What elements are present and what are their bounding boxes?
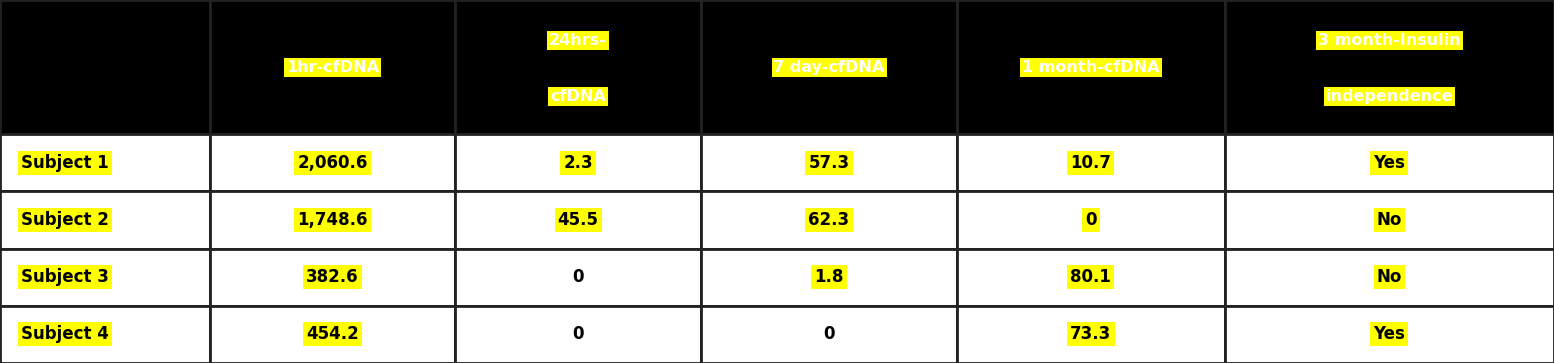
Bar [957,192,1225,249]
Bar [957,0,1225,134]
Text: 80.1: 80.1 [1071,268,1111,286]
Bar [210,192,455,249]
Text: 1hr-cfDNA: 1hr-cfDNA [286,60,379,75]
Bar [701,306,957,363]
Text: 1,748.6: 1,748.6 [297,211,368,229]
Bar [701,0,957,134]
Text: 0: 0 [1085,211,1097,229]
Bar [455,134,701,192]
Bar [701,249,957,306]
Text: cfDNA: cfDNA [550,89,606,104]
Text: 0: 0 [572,268,584,286]
Bar [210,306,455,363]
Text: 3 month-Insulin: 3 month-Insulin [1318,33,1461,48]
Text: 10.7: 10.7 [1071,154,1111,172]
Bar [1225,0,1554,134]
Text: Subject 1: Subject 1 [22,154,109,172]
Text: 57.3: 57.3 [808,154,850,172]
Text: 7 day-cfDNA: 7 day-cfDNA [774,60,884,75]
Text: 2,060.6: 2,060.6 [297,154,368,172]
Text: 62.3: 62.3 [808,211,850,229]
Text: 24hrs-: 24hrs- [549,33,608,48]
Bar [0,249,210,306]
Text: independence: independence [1326,89,1453,104]
Text: Subject 2: Subject 2 [22,211,109,229]
Bar [0,0,210,134]
Bar [455,249,701,306]
Bar [957,306,1225,363]
Bar [957,134,1225,192]
Text: 45.5: 45.5 [558,211,598,229]
Text: 1 month-cfDNA: 1 month-cfDNA [1023,60,1159,75]
Bar [0,134,210,192]
Text: No: No [1377,211,1402,229]
Text: 73.3: 73.3 [1071,325,1111,343]
Bar [455,192,701,249]
Text: Subject 4: Subject 4 [22,325,109,343]
Text: No: No [1377,268,1402,286]
Text: Yes: Yes [1374,154,1405,172]
Bar [0,306,210,363]
Bar [1225,192,1554,249]
Text: 2.3: 2.3 [563,154,594,172]
Text: Subject 3: Subject 3 [22,268,109,286]
Bar [701,192,957,249]
Text: 382.6: 382.6 [306,268,359,286]
Text: 1.8: 1.8 [814,268,844,286]
Bar [210,249,455,306]
Bar [210,134,455,192]
Bar [701,134,957,192]
Text: 454.2: 454.2 [306,325,359,343]
Bar [455,0,701,134]
Bar [0,192,210,249]
Bar [210,0,455,134]
Bar [1225,249,1554,306]
Bar [1225,134,1554,192]
Text: 0: 0 [572,325,584,343]
Text: 0: 0 [824,325,834,343]
Bar [455,306,701,363]
Bar [1225,306,1554,363]
Text: Yes: Yes [1374,325,1405,343]
Bar [957,249,1225,306]
